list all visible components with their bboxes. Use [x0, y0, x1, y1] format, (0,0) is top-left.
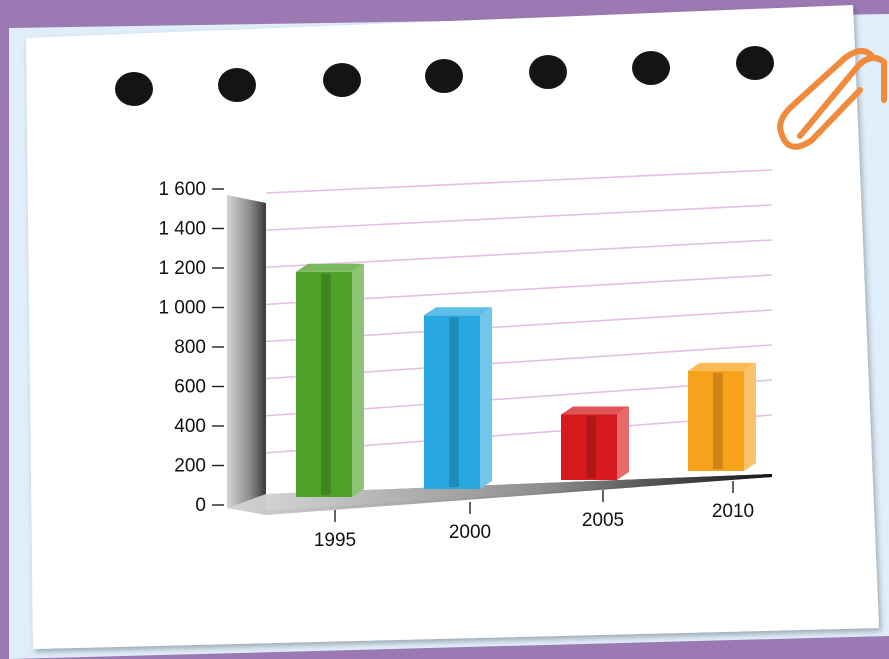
bar-top-face: [688, 362, 756, 371]
bar-shading: [586, 416, 596, 478]
gridline: [265, 239, 773, 269]
punch-hole-icon: [632, 51, 670, 85]
bar-side-face: [617, 406, 629, 480]
x-tick-label: 2000: [449, 522, 491, 543]
bar-side-face: [744, 362, 756, 471]
punch-hole-icon: [425, 59, 463, 93]
y-tick-label: 1 000: [158, 298, 206, 319]
bar-top-face: [561, 406, 629, 415]
y-tick-label: 0: [195, 495, 206, 516]
punch-hole-icon: [115, 72, 153, 106]
bar-shading: [321, 273, 331, 495]
y-tick-label: 1 200: [158, 258, 206, 279]
x-tick-label: 2005: [582, 510, 624, 531]
y-tick-label: 1 600: [158, 179, 206, 200]
y-tick-label: 800: [174, 337, 206, 358]
bar-side-face: [352, 263, 364, 497]
chart-floor-front: [266, 474, 772, 511]
x-tick-label: 1995: [314, 530, 356, 551]
punch-hole-icon: [218, 68, 256, 102]
y-tick-label: 1 400: [158, 219, 206, 240]
y-tick-label: 400: [174, 416, 206, 437]
bar-shading: [713, 372, 723, 469]
punch-holes: [115, 46, 774, 106]
x-tick-label: 2010: [712, 501, 754, 522]
y-tick-label: 600: [174, 377, 206, 398]
bar-top-face: [296, 263, 364, 272]
y-tick-label: 200: [174, 456, 206, 477]
gridline: [265, 204, 773, 231]
punch-hole-icon: [736, 46, 774, 80]
punch-hole-icon: [323, 63, 361, 97]
bar-chart: 0 200 400 600 800 1 000 1 200 1 400 1 600 1995 200…: [158, 169, 773, 551]
paperclip-icon: [777, 48, 887, 150]
bar-shading: [449, 317, 459, 487]
chart-left-wall: [227, 195, 266, 508]
bar-side-face: [480, 307, 492, 489]
gridline: [265, 169, 773, 194]
punch-hole-icon: [529, 55, 567, 89]
bar-top-face: [424, 307, 492, 316]
